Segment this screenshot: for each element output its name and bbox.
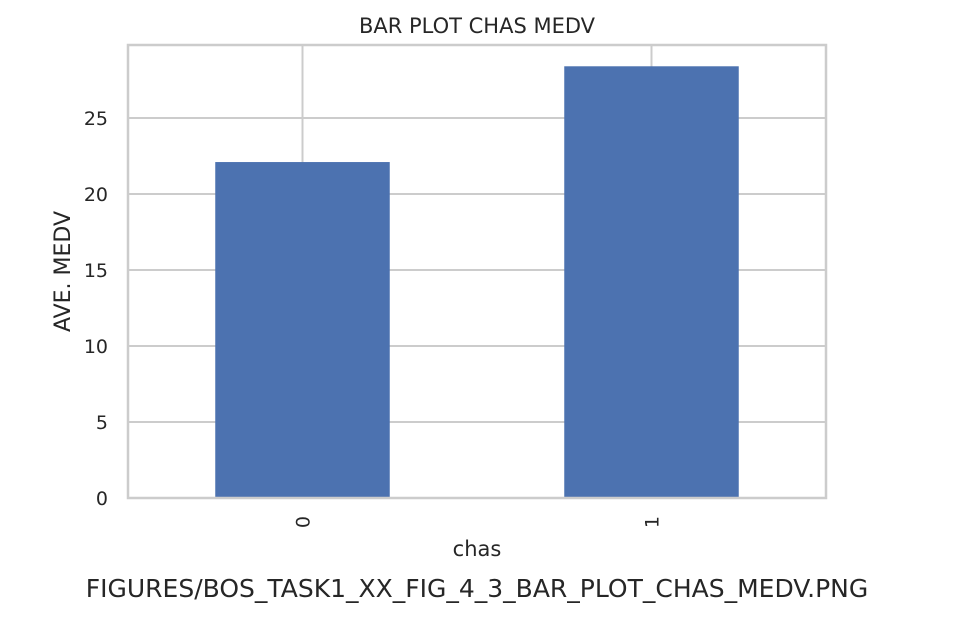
bar-1 [564, 66, 739, 499]
x-axis-label: chas [453, 537, 502, 561]
bar-0 [215, 162, 390, 498]
x-tick-label: 0 [293, 516, 315, 528]
y-tick-label: 10 [84, 336, 108, 358]
y-tick-label: 20 [84, 184, 108, 206]
y-axis-label: AVE. MEDV [51, 211, 76, 332]
y-tick-label: 0 [96, 488, 108, 510]
bars [215, 66, 739, 499]
y-tick-labels: 0 5 10 15 20 25 [84, 108, 108, 510]
x-tick-label: 1 [642, 516, 664, 528]
y-tick-label: 15 [84, 260, 108, 282]
y-tick-label: 25 [84, 108, 108, 130]
y-tick-label: 5 [96, 412, 108, 434]
figure-caption: FIGURES/BOS_TASK1_XX_FIG_4_3_BAR_PLOT_CH… [85, 574, 869, 603]
chart-title: BAR PLOT CHAS MEDV [359, 14, 596, 38]
plot-frame [126, 43, 828, 500]
